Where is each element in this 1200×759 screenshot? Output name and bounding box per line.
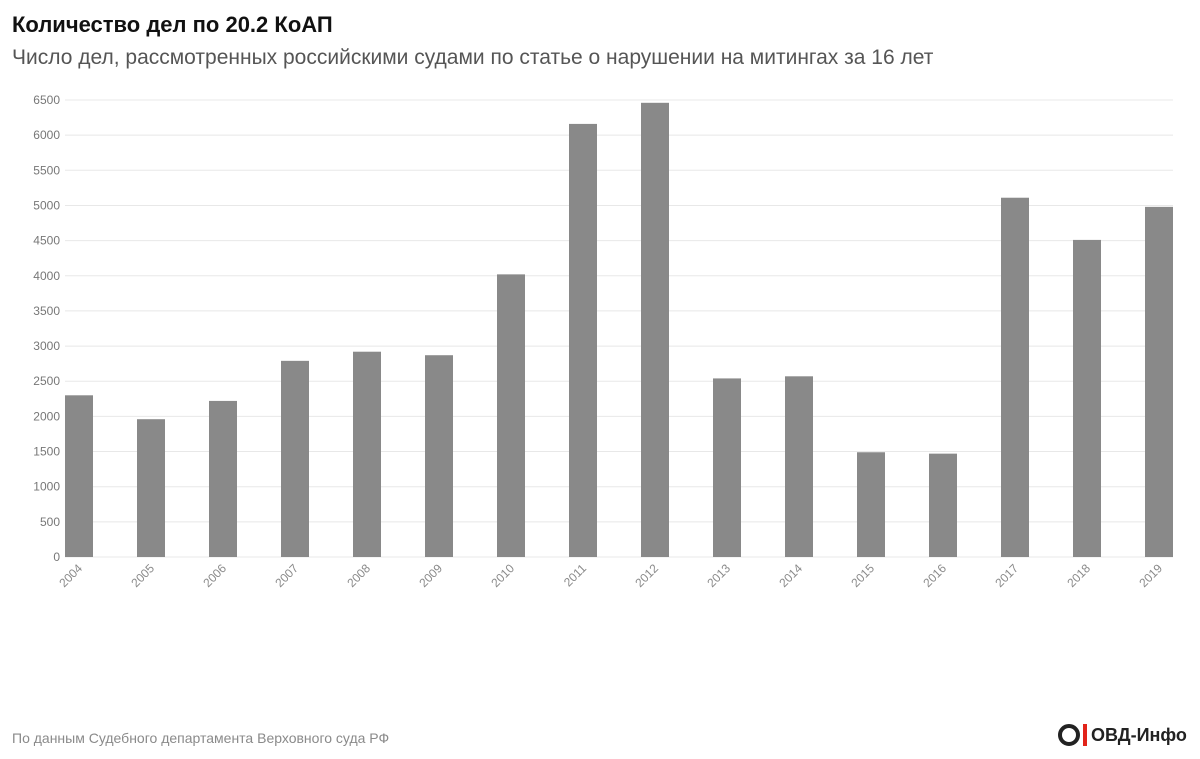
y-axis-ticks: 0 500 1000 1500 2000 2500 3000 3500 4000 4500 5000… (33, 93, 60, 564)
bar-2010 (497, 274, 525, 557)
bar-2016 (929, 453, 957, 557)
x-tick-label-2011: 2011 (561, 561, 589, 589)
x-tick-label-2019: 2019 (1136, 561, 1165, 590)
x-tick-label-2008: 2008 (344, 561, 373, 590)
bar-2006 (209, 400, 237, 557)
x-tick-label-2006: 2006 (200, 561, 229, 590)
logo-circle-icon (1058, 724, 1080, 746)
bar-chart: 0 500 1000 1500 2000 2500 3000 3500 4000 4500 5000… (33, 93, 1173, 590)
chart-title: Количество дел по 20.2 КоАП (12, 12, 333, 37)
bar-2014 (785, 376, 813, 557)
y-tick-label: 3500 (33, 304, 60, 318)
y-tick-label: 2500 (33, 374, 60, 388)
x-tick-label-2015: 2015 (848, 561, 877, 590)
bar-2011 (569, 123, 597, 558)
y-tick-label: 0 (53, 550, 60, 564)
bars (65, 102, 1173, 558)
x-tick-label-2009: 2009 (416, 561, 445, 590)
x-tick-label-2010: 2010 (488, 561, 517, 590)
y-tick-label: 5500 (33, 163, 60, 177)
y-tick-label: 4500 (33, 234, 60, 248)
logo-text: ОВД-Инфо (1091, 724, 1187, 745)
y-tick-label: 4000 (33, 269, 60, 283)
x-tick-label-2004: 2004 (56, 561, 85, 590)
bar-2012 (641, 102, 669, 557)
x-tick-label-2016: 2016 (920, 561, 949, 590)
x-tick-label-2012: 2012 (632, 561, 661, 590)
x-tick-label-2014: 2014 (776, 561, 805, 590)
x-tick-label-2017: 2017 (992, 561, 1021, 590)
y-tick-label: 6500 (33, 93, 60, 107)
bar-2009 (425, 355, 453, 557)
x-tick-label-2018: 2018 (1064, 561, 1093, 590)
source-note: По данным Судебного департамента Верховн… (12, 730, 390, 746)
x-tick-label-2013: 2013 (704, 561, 733, 590)
x-axis-ticks: 2004 2005 2006 2007 2008 2009 2010 2011 2012 2013… (56, 561, 1165, 590)
bar-2005 (137, 419, 165, 557)
bar-2008 (353, 351, 381, 557)
y-tick-label: 6000 (33, 128, 60, 142)
bar-2015 (857, 452, 885, 557)
y-tick-label: 2000 (33, 409, 60, 423)
chart-subtitle: Число дел, рассмотренных российскими суд… (12, 46, 934, 69)
y-tick-label: 3000 (33, 339, 60, 353)
logo-bar-icon (1083, 724, 1087, 746)
bar-2013 (713, 378, 741, 557)
bar-2018 (1073, 239, 1101, 558)
bar-2019 (1145, 206, 1173, 558)
y-tick-label: 500 (40, 515, 60, 529)
bar-2007 (281, 360, 309, 557)
y-tick-label: 1000 (33, 480, 60, 494)
bar-2017 (1001, 197, 1029, 557)
bar-2004 (65, 395, 93, 557)
x-tick-label-2007: 2007 (272, 561, 301, 590)
y-tick-label: 1500 (33, 445, 60, 459)
ovd-info-logo: ОВД-Инфо (1058, 724, 1187, 746)
gridlines (65, 99, 1173, 558)
x-tick-label-2005: 2005 (128, 561, 157, 590)
y-tick-label: 5000 (33, 198, 60, 212)
